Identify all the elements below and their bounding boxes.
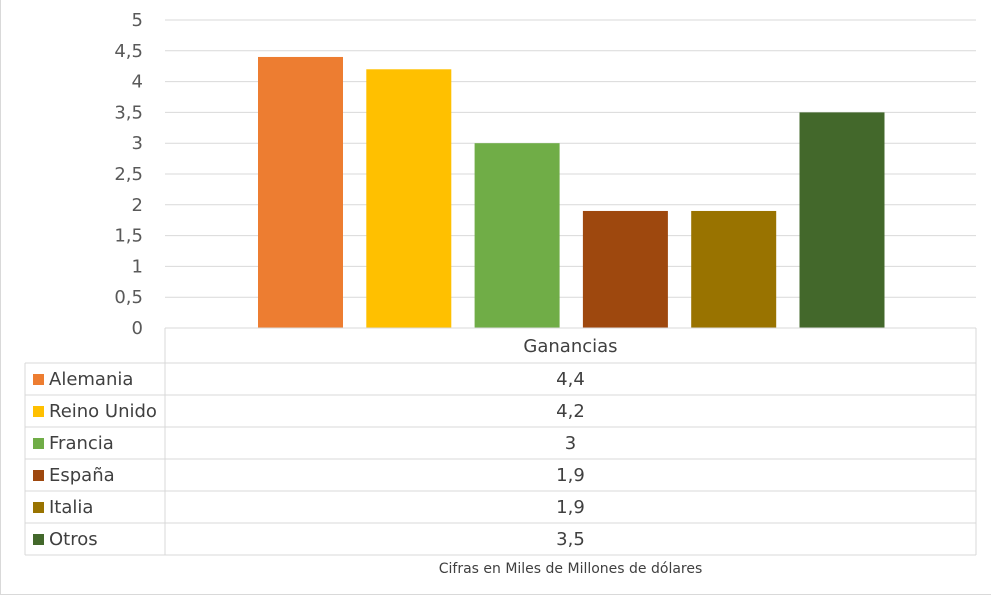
legend-label: Alemania [49, 369, 133, 390]
data-label: 1,9 [556, 465, 585, 486]
legend-label: Francia [49, 433, 114, 454]
bar-italia [691, 210, 777, 328]
y-tick-label: 3 [132, 133, 143, 154]
table-header-category: Ganancias [523, 336, 617, 357]
bar-alemania [258, 56, 343, 329]
y-tick-label: 2 [132, 195, 143, 216]
data-label: 3 [565, 433, 576, 454]
legend-label: España [49, 465, 115, 486]
data-label: 3,5 [556, 529, 585, 550]
y-tick-label: 5 [132, 10, 143, 31]
y-tick-label: 4 [132, 72, 143, 93]
y-tick-label: 0,5 [114, 287, 143, 308]
legend-label: Reino Unido [49, 401, 157, 422]
data-label: 4,4 [556, 369, 585, 390]
legend-key [33, 470, 44, 481]
x-axis-label: Cifras en Miles de Millones de dólares [439, 561, 703, 577]
legend-key [33, 502, 44, 513]
y-tick-label: 4,5 [114, 41, 143, 62]
y-tick-label: 3,5 [114, 102, 143, 123]
data-label: 4,2 [556, 401, 585, 422]
y-tick-label: 2,5 [114, 164, 143, 185]
bar-otros [799, 112, 885, 329]
legend-key [33, 438, 44, 449]
y-tick-label: 1,5 [114, 226, 143, 247]
legend-key [33, 534, 44, 545]
legend-key [33, 406, 44, 417]
legend-key [33, 374, 44, 385]
bar-reino-unido [366, 69, 452, 328]
legend-label: Otros [49, 529, 98, 550]
bar-españa [582, 210, 668, 328]
data-label: 1,9 [556, 497, 585, 518]
legend-label: Italia [49, 497, 93, 518]
bar-francia [474, 143, 560, 328]
y-tick-label: 1 [132, 256, 143, 277]
y-tick-label: 0 [132, 318, 143, 339]
